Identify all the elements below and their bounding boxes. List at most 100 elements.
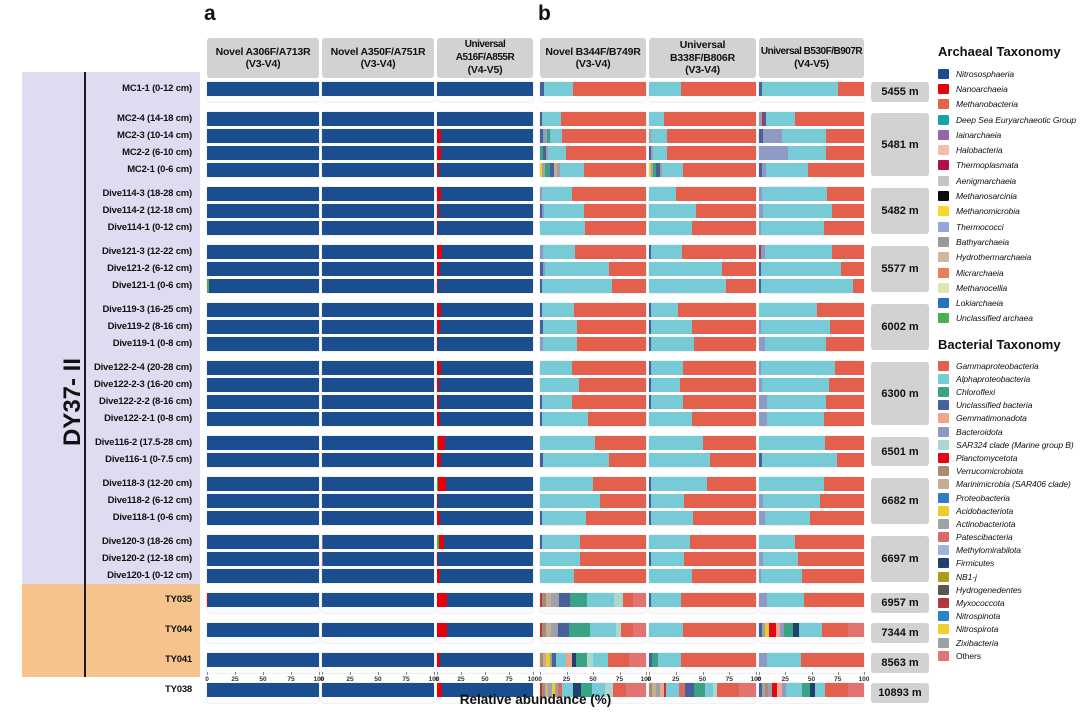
bar-segment-ua	[437, 477, 438, 491]
bar-segment-ga	[709, 453, 756, 467]
stacked-bar	[437, 146, 533, 160]
sample-label: Dive122-2-4 (20-28 cm)	[93, 362, 192, 373]
bar-segment-na	[437, 623, 447, 637]
legend-label: Gemmatimonadota	[956, 413, 1027, 424]
sample-labels-column: Dive116-2 (17.5-28 cm) Dive116-1 (0-7.5 c…	[85, 436, 200, 467]
legend-item: Nitrososphaeria	[938, 66, 1078, 81]
sample-label: Dive120-1 (0-12 cm)	[107, 570, 192, 581]
legend-swatch-pr	[938, 492, 949, 503]
sample-labels-column: MC1-1 (0-12 cm)	[85, 82, 200, 102]
bar-segment-ga	[826, 395, 864, 409]
axis-tick-mark	[533, 672, 534, 675]
bar-column-b3	[759, 436, 864, 467]
bar-segment-ub	[759, 262, 762, 276]
bar-segment-na	[437, 204, 439, 218]
legend-item: Nitrospinota	[938, 610, 1078, 623]
stacked-bar	[649, 511, 756, 525]
axis-tick-label: 100	[858, 676, 870, 683]
bar-segment-ns	[322, 593, 434, 607]
sample-label: Dive122-2-1 (0-8 cm)	[104, 413, 192, 424]
stacked-bar	[207, 535, 319, 549]
x-axis-column-1: 0 25 50 75 100	[320, 672, 439, 686]
bar-segment-bd	[759, 511, 766, 525]
bar-column-b3	[759, 303, 864, 351]
legend-swatch-pl	[938, 452, 949, 463]
axis-tick-label: 0	[435, 676, 439, 683]
bar-segment-na	[437, 412, 440, 426]
bar-segment-ns	[207, 653, 319, 667]
x-axis-column-3: 0 25 50 75 100	[538, 672, 651, 686]
axis-tick-label: 75	[402, 676, 410, 683]
stacked-bar	[437, 453, 533, 467]
legend-item: Actinobacteriota	[938, 517, 1078, 530]
legend-swatch-ma	[938, 479, 949, 490]
bar-segment-al	[591, 683, 605, 697]
bar-segment-ga	[689, 535, 756, 549]
bar-segment-ns	[207, 453, 319, 467]
bar-segment-ch	[784, 623, 793, 637]
bar-segment-ch	[547, 129, 550, 143]
bar-segment-al	[763, 552, 798, 566]
legend-item: SAR324 clade (Marine group B)	[938, 438, 1078, 451]
bar-segment-bd	[759, 320, 762, 334]
bar-segment-na	[437, 683, 442, 697]
legend-item: NB1-j	[938, 570, 1078, 583]
bar-segment-al	[562, 683, 573, 697]
depth-badge: 6697 m	[871, 536, 929, 582]
bar-segment-ua	[437, 535, 439, 549]
legend-label: Hydrothermarchaeia	[956, 252, 1032, 263]
axis-tick-label: 100	[527, 676, 539, 683]
bar-segment-ns	[437, 112, 533, 126]
bar-column-a3	[437, 245, 533, 293]
sample-labels-column: Dive119-3 (16-25 cm) Dive119-2 (8-16 cm) D…	[85, 303, 200, 351]
bar-column-a3	[437, 623, 533, 643]
bar-segment-al	[651, 361, 684, 375]
axis-tick-label: 100	[640, 676, 652, 683]
legend-label: Micrarchaeia	[956, 267, 1004, 278]
column-header-a2-region: (V3-V4)	[360, 58, 396, 70]
bar-segment-al	[649, 453, 710, 467]
stacked-bar	[540, 262, 646, 276]
bar-column-a3	[437, 593, 533, 613]
sample-label: Dive122-2-3 (16-20 cm)	[93, 379, 192, 390]
bar-segment-ub	[759, 129, 764, 143]
legend-label: Patescibacteria	[956, 532, 1013, 543]
legend-swatch-bd	[938, 426, 949, 437]
stacked-bar	[207, 412, 319, 426]
depth-column: 6002 m	[871, 303, 929, 351]
bar-segment-ns	[439, 569, 533, 583]
bar-segment-ub	[540, 112, 543, 126]
bar-column-b3	[759, 593, 864, 613]
stacked-bar	[207, 477, 319, 491]
bar-column-a1	[207, 303, 319, 351]
stacked-bar	[649, 653, 756, 667]
bar-segment-al	[542, 535, 581, 549]
bar-segment-ga	[825, 683, 849, 697]
axis-tick-mark	[437, 672, 438, 675]
legend-swatch-mb	[938, 99, 949, 110]
stacked-bar	[437, 683, 533, 697]
legend-item: Others	[938, 649, 1078, 662]
axis-tick-mark	[434, 672, 435, 675]
stacked-bar	[649, 245, 756, 259]
stacked-bar	[540, 683, 646, 697]
bar-segment-ns	[207, 412, 319, 426]
axis-tick-label: 0	[757, 676, 761, 683]
legend-item: Gemmatimonadota	[938, 412, 1078, 425]
bar-segment-al	[649, 112, 664, 126]
bar-segment-sa	[586, 653, 593, 667]
bar-column-a3	[437, 653, 533, 673]
bar-segment-na	[437, 653, 440, 667]
bar-segment-al	[649, 187, 676, 201]
bar-segment-al	[759, 477, 825, 491]
stacked-bar	[207, 303, 319, 317]
bar-segment-ub	[540, 320, 544, 334]
bar-segment-ma	[553, 163, 557, 177]
axis-tick-label: 0	[320, 676, 324, 683]
bar-column-a2	[322, 683, 434, 703]
stacked-bar	[649, 453, 756, 467]
bar-segment-ga	[681, 653, 756, 667]
bar-segment-ga	[574, 245, 646, 259]
depth-column: 6957 m	[871, 593, 929, 613]
legend-item: Nitrospirota	[938, 623, 1078, 636]
